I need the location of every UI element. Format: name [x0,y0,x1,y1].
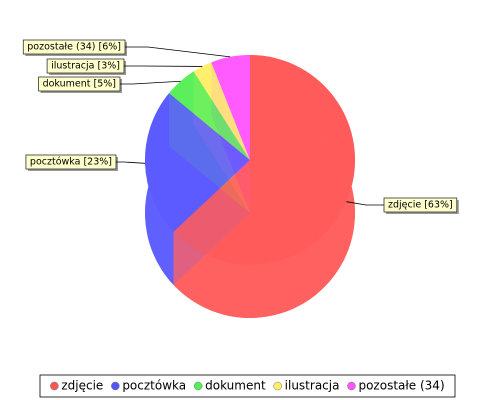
data-label: pozostałe (34) [6%] [22,39,127,56]
data-label: zdjęcie [63%] [383,197,459,214]
data-label: pocztówka [23%] [25,154,118,171]
data-label-text: zdjęcie [63%] [388,200,453,211]
data-label-text: pocztówka [23%] [30,157,112,168]
leader-line [120,80,181,85]
data-label-text: pozostałe (34) [6%] [27,42,121,53]
data-label: ilustracja [3%] [46,58,126,75]
legend-label: ilustracja [285,379,340,393]
legend-marker [347,381,356,391]
data-label-text: ilustracja [3%] [51,61,120,72]
leader-line [346,201,384,206]
data-label: dokument [5%] [38,76,122,93]
legend-label: zdjęcie [61,379,103,393]
legend-marker [50,381,59,391]
slice [173,55,356,265]
slice [211,55,250,160]
legend-marker [193,381,203,391]
legend-label: pocztówka [122,379,186,393]
slice [145,93,250,232]
leader-line [116,161,146,164]
legend-label: dokument [205,379,266,393]
data-label-text: dokument [5%] [43,79,116,90]
slice [193,62,250,160]
slice [169,71,250,160]
legend-label: pozostałe (34) [358,379,444,393]
leader-line [125,46,231,58]
legend-marker [273,381,282,391]
legend-frame [39,374,456,398]
legend: zdjęcie pocztówka dokument ilustracja pozost… [39,374,456,398]
legend-marker [111,381,120,391]
